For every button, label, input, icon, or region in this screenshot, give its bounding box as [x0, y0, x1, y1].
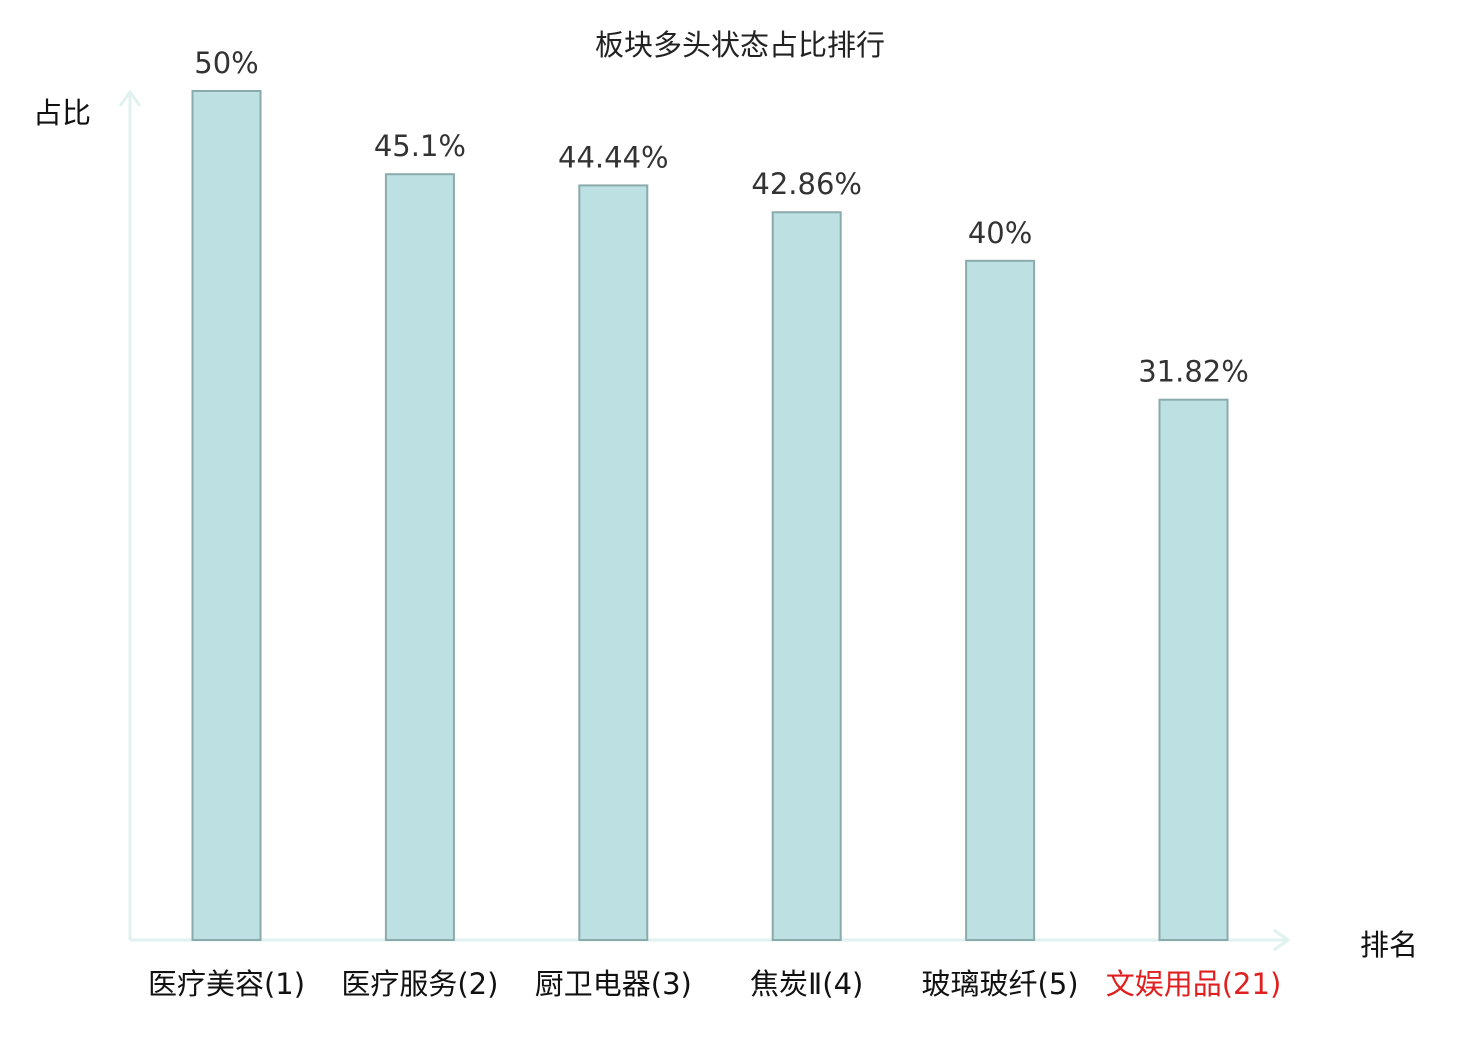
- bar: [771, 211, 842, 942]
- data-label: 50%: [194, 46, 258, 80]
- x-tick-label: 玻璃玻纤(5): [922, 967, 1079, 1001]
- bar: [578, 184, 649, 941]
- x-tick-label: 医疗服务(2): [341, 967, 498, 1001]
- x-tick-label: 医疗美容(1): [148, 967, 305, 1001]
- data-label: 45.1%: [374, 129, 466, 163]
- bar: [965, 259, 1036, 941]
- bar: [384, 173, 455, 941]
- x-tick-label: 文娱用品(21): [1106, 967, 1282, 1001]
- bar: [191, 90, 262, 941]
- data-label: 40%: [968, 216, 1032, 250]
- x-axis-label: 排名: [1360, 928, 1419, 962]
- data-label: 44.44%: [558, 140, 669, 174]
- y-axis-label: 占比: [33, 96, 92, 130]
- chart-title: 板块多头状态占比排行: [594, 28, 885, 62]
- bar: [1158, 398, 1229, 941]
- x-axis-arrow: [1273, 928, 1291, 952]
- x-tick-label: 焦炭Ⅱ(4): [750, 967, 863, 1001]
- x-tick-label: 厨卫电器(3): [535, 967, 692, 1001]
- y-axis-arrow: [118, 89, 142, 107]
- data-label: 42.86%: [751, 167, 862, 201]
- data-label: 31.82%: [1138, 355, 1249, 389]
